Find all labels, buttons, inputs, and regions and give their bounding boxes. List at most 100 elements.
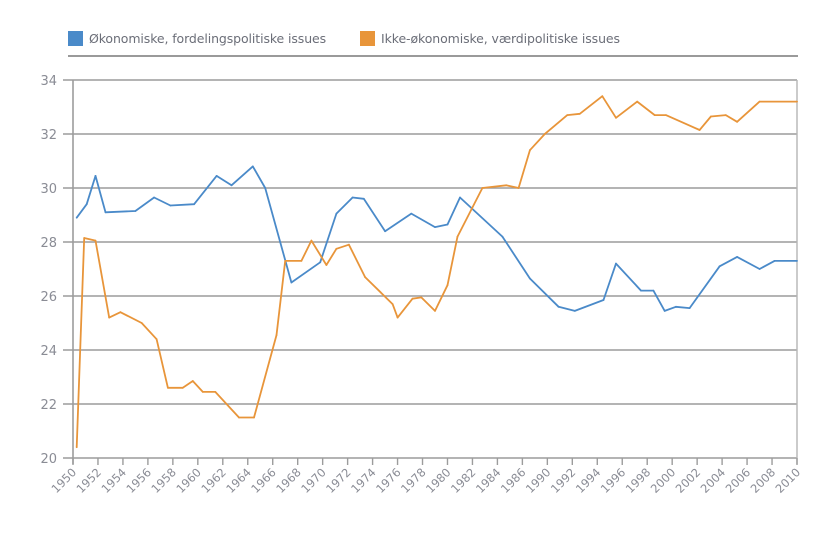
data-point-value-politics	[336, 248, 338, 250]
data-point-value-politics	[156, 338, 158, 340]
x-tick-label: 1950	[49, 465, 80, 496]
data-point-value-politics	[311, 240, 313, 242]
x-tick-label: 1998	[623, 465, 654, 496]
data-point-value-politics	[434, 310, 436, 312]
data-point-value-politics	[615, 117, 617, 119]
data-point-economic	[664, 310, 666, 312]
data-point-value-politics	[214, 391, 216, 393]
data-point-value-politics	[518, 187, 520, 189]
x-tick-label: 2008	[748, 465, 779, 496]
data-point-economic	[352, 197, 354, 199]
data-point-value-politics	[364, 276, 366, 278]
data-point-economic	[76, 217, 78, 219]
x-tick-label: 2006	[723, 465, 754, 496]
series-line-value-politics	[77, 96, 797, 447]
data-point-value-politics	[420, 297, 422, 299]
data-point-economic	[153, 197, 155, 199]
data-point-value-politics	[108, 317, 110, 319]
axes	[73, 80, 797, 464]
x-tick-label: 1986	[498, 465, 529, 496]
y-tick-label: 22	[40, 398, 57, 413]
data-point-value-politics	[796, 101, 798, 103]
x-tick-label: 1990	[523, 465, 554, 496]
data-point-economic	[774, 260, 776, 262]
data-point-value-politics	[238, 417, 240, 419]
data-point-economic	[135, 210, 137, 212]
data-point-value-politics	[447, 284, 449, 286]
x-tick-label: 1984	[473, 465, 504, 496]
data-point-value-politics	[710, 116, 712, 118]
data-point-value-politics	[284, 260, 286, 262]
data-point-economic	[689, 307, 691, 309]
x-tick-label: 1980	[423, 465, 454, 496]
x-tick-label: 1958	[148, 465, 179, 496]
data-point-value-politics	[457, 236, 459, 238]
data-point-value-politics	[202, 391, 204, 393]
data-point-economic	[502, 236, 504, 238]
y-tick-label: 30	[40, 182, 57, 197]
data-point-economic	[384, 230, 386, 232]
data-point-value-politics	[566, 114, 568, 116]
data-point-economic	[410, 213, 412, 215]
y-axis-ticks: 2022242628303234	[40, 74, 57, 467]
data-point-economic	[640, 290, 642, 292]
data-point-economic	[615, 263, 617, 265]
x-tick-label: 1982	[448, 465, 479, 496]
data-point-value-politics	[579, 113, 581, 115]
x-tick-label: 2000	[648, 465, 679, 496]
x-tick-label: 1956	[123, 465, 154, 496]
data-point-value-politics	[505, 184, 507, 186]
y-tick-label: 26	[40, 290, 57, 305]
data-point-value-politics	[348, 244, 350, 246]
x-tick-label: 1974	[348, 465, 379, 496]
data-point-value-politics	[141, 322, 143, 324]
data-point-economic	[319, 261, 321, 263]
y-tick-label: 20	[40, 452, 57, 467]
x-tick-label: 1968	[273, 465, 304, 496]
data-point-value-politics	[759, 101, 761, 103]
data-point-economic	[264, 187, 266, 189]
data-point-value-politics	[654, 114, 656, 116]
x-tick-label: 1952	[73, 465, 104, 496]
x-tick-label: 1976	[373, 465, 404, 496]
data-point-value-politics	[276, 334, 278, 336]
data-point-value-politics	[182, 387, 184, 389]
data-point-value-politics	[167, 387, 169, 389]
y-tick-label: 24	[40, 344, 57, 359]
x-tick-label: 1966	[248, 465, 279, 496]
x-tick-label: 1960	[173, 465, 204, 496]
x-tick-label: 2002	[673, 465, 704, 496]
y-tick-label: 34	[40, 74, 57, 89]
data-point-value-politics	[601, 95, 603, 97]
data-point-value-politics	[412, 298, 414, 300]
data-point-value-politics	[253, 417, 255, 419]
series-lines	[76, 95, 798, 448]
data-point-value-politics	[76, 446, 78, 448]
data-point-economic	[796, 260, 798, 262]
x-axis-ticks: 1950195219541956195819601962196419661968…	[49, 458, 804, 496]
data-point-economic	[736, 256, 738, 258]
data-point-economic	[675, 306, 677, 308]
data-point-value-politics	[482, 187, 484, 189]
data-point-value-politics	[665, 114, 667, 116]
data-point-value-politics	[192, 380, 194, 382]
data-point-economic	[193, 203, 195, 205]
data-point-value-politics	[699, 129, 701, 131]
data-point-economic	[231, 184, 233, 186]
data-point-value-politics	[326, 264, 328, 266]
x-tick-label: 1994	[573, 465, 604, 496]
data-point-economic	[574, 310, 576, 312]
data-point-value-politics	[636, 101, 638, 103]
x-tick-label: 1962	[198, 465, 229, 496]
y-tick-label: 28	[40, 236, 57, 251]
data-point-economic	[719, 265, 721, 267]
data-point-economic	[95, 175, 97, 177]
data-point-economic	[529, 278, 531, 280]
data-point-value-politics	[544, 133, 546, 135]
x-tick-label: 1970	[298, 465, 329, 496]
data-point-economic	[603, 299, 605, 301]
data-point-value-politics	[83, 237, 85, 239]
data-point-economic	[252, 166, 254, 168]
data-point-economic	[105, 211, 107, 213]
